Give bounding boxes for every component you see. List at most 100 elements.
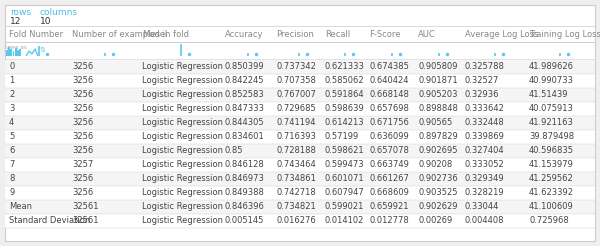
Text: 32561: 32561 (72, 202, 98, 211)
Bar (344, 53, 346, 56)
Text: 0.599021: 0.599021 (325, 202, 364, 211)
Text: 0.004408: 0.004408 (464, 216, 504, 225)
Text: Logistic Regression: Logistic Regression (142, 146, 223, 155)
Text: 0.849388: 0.849388 (224, 188, 265, 197)
Text: 0.897829: 0.897829 (418, 132, 458, 141)
Text: 0.598621: 0.598621 (325, 146, 365, 155)
Text: 39.879498: 39.879498 (529, 132, 574, 141)
Bar (5, 172, 595, 186)
Bar (181, 44, 182, 56)
Bar (38, 46, 40, 56)
Text: 0.329349: 0.329349 (464, 174, 504, 183)
Text: 3256: 3256 (72, 174, 93, 183)
Bar (5, 214, 595, 228)
Bar (5, 60, 595, 74)
Text: 0.339869: 0.339869 (464, 132, 505, 141)
Text: 0.902629: 0.902629 (418, 202, 458, 211)
Text: 0.012778: 0.012778 (370, 216, 409, 225)
Bar (5, 102, 595, 116)
Text: 0.903525: 0.903525 (418, 188, 458, 197)
Text: 0.742718: 0.742718 (276, 188, 316, 197)
Text: 0.743464: 0.743464 (276, 160, 316, 169)
Text: 2: 2 (9, 90, 14, 99)
Text: 40.990733: 40.990733 (529, 76, 574, 85)
Text: 0.767007: 0.767007 (276, 90, 316, 99)
Bar (5, 130, 595, 144)
Text: 1: 1 (9, 76, 14, 85)
Text: 3256: 3256 (72, 146, 93, 155)
Text: 0.729685: 0.729685 (276, 104, 316, 113)
Text: 0.57199: 0.57199 (325, 132, 359, 141)
Text: 0.668609: 0.668609 (370, 188, 409, 197)
Text: 32561: 32561 (72, 216, 98, 225)
Text: Precision: Precision (276, 30, 314, 39)
Bar (439, 53, 440, 56)
Text: 0.014102: 0.014102 (325, 216, 364, 225)
Text: 0.844305: 0.844305 (224, 118, 264, 127)
Text: 41.51439: 41.51439 (529, 90, 569, 99)
Text: 0.85: 0.85 (224, 146, 243, 155)
Text: Accuracy: Accuracy (224, 30, 263, 39)
Text: 41.259562: 41.259562 (529, 174, 574, 183)
Text: Fold Number: Fold Number (9, 30, 63, 39)
Text: Logistic Regression: Logistic Regression (142, 76, 223, 85)
Text: 0.016276: 0.016276 (276, 216, 316, 225)
Text: 0.674385: 0.674385 (370, 62, 409, 71)
Bar (247, 53, 250, 56)
Bar (391, 53, 392, 56)
Text: 0.333642: 0.333642 (464, 104, 505, 113)
Text: 0.846396: 0.846396 (224, 202, 265, 211)
Text: 7: 7 (9, 160, 14, 169)
Bar (13, 51, 14, 56)
Text: 3256: 3256 (72, 188, 93, 197)
Text: 0.846973: 0.846973 (224, 174, 265, 183)
Text: 0.901871: 0.901871 (418, 76, 458, 85)
Text: 0.846128: 0.846128 (224, 160, 265, 169)
Text: 10: 10 (40, 17, 52, 26)
Text: Model: Model (142, 30, 167, 39)
Text: F-Score: F-Score (370, 30, 401, 39)
Text: 0.657698: 0.657698 (370, 104, 409, 113)
Bar (10, 49, 12, 56)
Text: 0.728188: 0.728188 (276, 146, 316, 155)
Text: 0.707358: 0.707358 (276, 76, 316, 85)
Text: Recall: Recall (325, 30, 350, 39)
Text: 0.328219: 0.328219 (464, 188, 504, 197)
Text: 41.153979: 41.153979 (529, 160, 574, 169)
Text: 3256: 3256 (72, 90, 93, 99)
Text: columns: columns (40, 8, 78, 17)
Text: Logistic Regression: Logistic Regression (142, 160, 223, 169)
Text: AUC: AUC (418, 30, 436, 39)
Text: 0.598639: 0.598639 (325, 104, 365, 113)
Text: 6: 6 (9, 146, 14, 155)
Bar (5, 88, 595, 102)
Text: 8: 8 (9, 174, 14, 183)
Text: 0.852583: 0.852583 (224, 90, 265, 99)
Text: 0.591864: 0.591864 (325, 90, 365, 99)
Text: Average Log Loss: Average Log Loss (464, 30, 538, 39)
Text: 0.327404: 0.327404 (464, 146, 504, 155)
Text: 0.657078: 0.657078 (370, 146, 409, 155)
Text: Logistic Regression: Logistic Regression (142, 104, 223, 113)
Text: 0.636099: 0.636099 (370, 132, 409, 141)
Text: 0.902695: 0.902695 (418, 146, 458, 155)
Text: 0.661267: 0.661267 (370, 174, 409, 183)
Text: 0.32936: 0.32936 (464, 90, 499, 99)
Bar (5, 116, 595, 130)
Text: 0.850399: 0.850399 (224, 62, 264, 71)
Text: 0.585062: 0.585062 (325, 76, 365, 85)
Text: 0.737342: 0.737342 (276, 62, 316, 71)
Bar (5, 186, 595, 200)
Text: 0.325788: 0.325788 (464, 62, 505, 71)
Text: 3256: 3256 (72, 62, 93, 71)
Text: 3257: 3257 (72, 160, 93, 169)
Bar (19, 49, 21, 56)
Text: 0.663749: 0.663749 (370, 160, 409, 169)
Text: view as: view as (6, 45, 27, 50)
Text: 0.005145: 0.005145 (224, 216, 264, 225)
Bar (494, 53, 496, 56)
Bar (298, 53, 299, 56)
Text: 0.607947: 0.607947 (325, 188, 365, 197)
Text: 3256: 3256 (72, 132, 93, 141)
Text: Logistic Regression: Logistic Regression (142, 216, 223, 225)
